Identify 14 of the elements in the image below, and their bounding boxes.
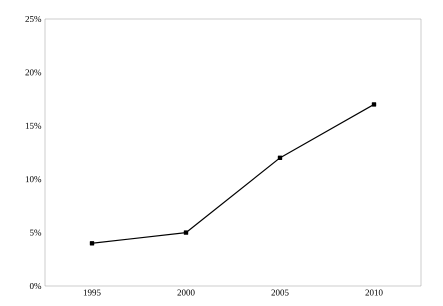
point xyxy=(372,102,376,107)
y-tick-label: 10% xyxy=(26,176,42,182)
y-tick-label: 5% xyxy=(30,230,42,236)
point xyxy=(278,156,282,160)
point xyxy=(184,230,188,235)
y-tick-label: 20% xyxy=(25,69,42,76)
x-tick-label: 2000 xyxy=(177,290,195,296)
y-tick-label: 0% xyxy=(30,282,42,290)
x-tick-label: 2010 xyxy=(365,290,383,296)
x-tick-label: 1995 xyxy=(84,290,101,296)
y-tick-label: 15% xyxy=(26,122,42,129)
point xyxy=(90,241,94,246)
x-tick-label: 2005 xyxy=(271,290,289,296)
y-tick-label: 25% xyxy=(25,16,42,22)
